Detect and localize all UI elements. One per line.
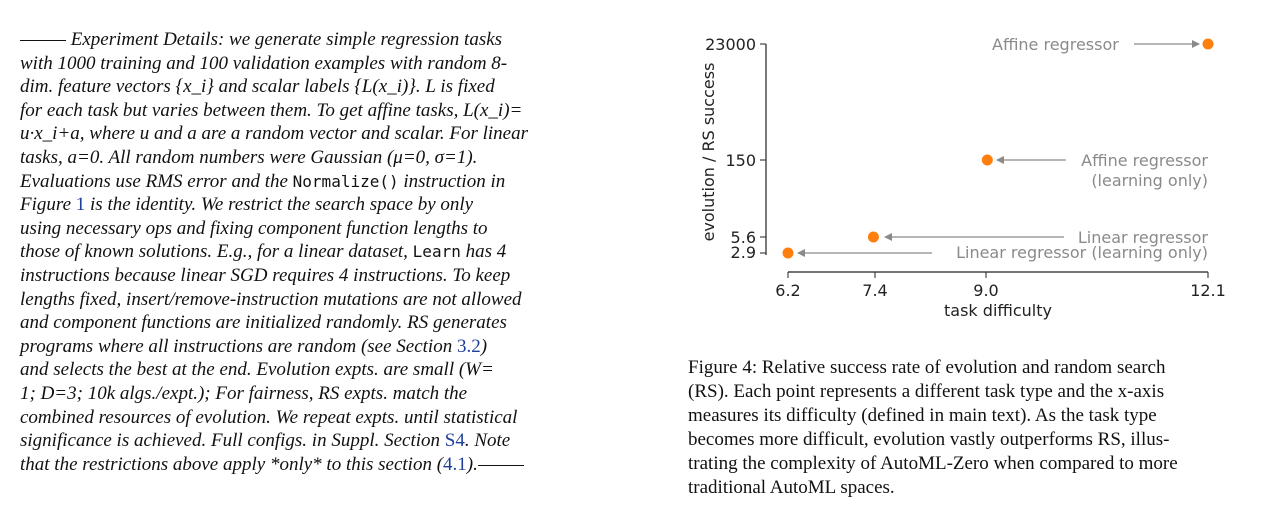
x-ticks: 6.2 7.4 9.0 12.1 [775,272,1226,300]
data-points [782,38,1214,259]
scatter-chart: 23000 150 5.6 2.9 6.2 7.4 9.0 12.1 task … [699,35,1226,320]
annotation-affine-learning: Affine regressor [1081,151,1208,170]
x-tick-label: 6.2 [775,281,800,300]
paragraph-line: Evaluations use RMS error and the Normal… [20,170,506,192]
data-point [981,154,993,166]
y-tick-label: 23000 [705,35,756,54]
paragraph-line: that the restrictions above apply *only*… [20,453,580,477]
y-axis-label: evolution / RS success [699,63,718,242]
annotation-affine: Affine regressor [992,35,1119,54]
data-point [1202,38,1214,50]
figure-caption: Figure 4: Relative success rate of evolu… [688,356,1240,500]
annotation-linear-learning: Linear regressor (learning only) [956,243,1208,262]
paragraph-line: tasks, a=0. All random numbers were Gaus… [20,146,478,168]
paragraph-rule-start [20,40,66,42]
caption-line: becomes more difficult, evolution vastly… [688,429,1170,450]
paragraph-line: and component functions are initialized … [20,312,507,334]
annotation-linear: Linear regressor [1078,228,1209,247]
data-point [867,231,879,243]
paragraph-line: with 1000 training and 100 validation ex… [20,52,508,74]
caption-line: traditional AutoML spaces. [688,477,895,498]
figure-ref-link[interactable]: 1 [75,194,86,216]
figure-4: 23000 150 5.6 2.9 6.2 7.4 9.0 12.1 task … [690,20,1250,330]
paragraph-line: and selects the best at the end. Evoluti… [20,359,494,381]
section-ref-link[interactable]: 4.1 [443,453,467,475]
paragraph-line: those of known solutions. E.g., for a li… [20,241,507,263]
x-tick-label: 7.4 [862,281,887,300]
suppl-ref-link[interactable]: S4 [444,430,465,452]
y-tick-label: 150 [725,151,756,170]
paragraph-rule-end [477,464,524,466]
caption-line: measures its difficulty (defined in main… [688,405,1157,426]
x-tick-label: 12.1 [1190,281,1226,300]
code-learn: Learn [412,242,461,262]
x-tick-label: 9.0 [973,281,998,300]
paragraph-line: combined resources of evolution. We repe… [20,406,518,428]
x-axis-label: task difficulty [944,301,1052,320]
data-point [782,247,794,259]
y-tick-label: 5.6 [731,228,756,247]
paragraph-line: Experiment Details: we generate simple r… [20,28,580,52]
annotations: Affine regressor Affine regressor (learn… [797,35,1209,262]
paragraph-line: for each task but varies between them. T… [20,99,523,121]
section-ref-link[interactable]: 3.2 [456,335,481,357]
caption-line: Figure 4: Relative success rate of evolu… [688,357,1166,378]
y-ticks: 23000 150 5.6 2.9 [705,35,766,262]
paragraph-line: using necessary ops and fixing component… [20,217,488,239]
paragraph-line: instructions because linear SGD requires… [20,264,511,286]
paragraph-line: 1; D=3; 10k algs./expt.); For fairness, … [20,382,468,404]
y-tick-label: 2.9 [731,243,756,262]
paragraph-line: u·x_i+a, where u and a are a random vect… [20,123,528,145]
paragraph-line: programs where all instructions are rand… [20,335,488,357]
annotation-affine-learning: (learning only) [1091,171,1208,190]
caption-line: (RS). Each point represents a different … [688,381,1165,402]
experiment-details-paragraph: Experiment Details: we generate simple r… [20,28,580,476]
paragraph-line: dim. feature vectors {x_i} and scalar la… [20,76,495,98]
code-normalize: Normalize() [292,171,399,191]
paragraph-line: significance is achieved. Full configs. … [20,430,511,452]
caption-line: trating the complexity of AutoML-Zero wh… [688,453,1178,474]
paragraph-line: lengths fixed, insert/remove-instruction… [20,288,522,310]
paragraph-line: Figure 1 is the identity. We restrict th… [20,194,474,216]
